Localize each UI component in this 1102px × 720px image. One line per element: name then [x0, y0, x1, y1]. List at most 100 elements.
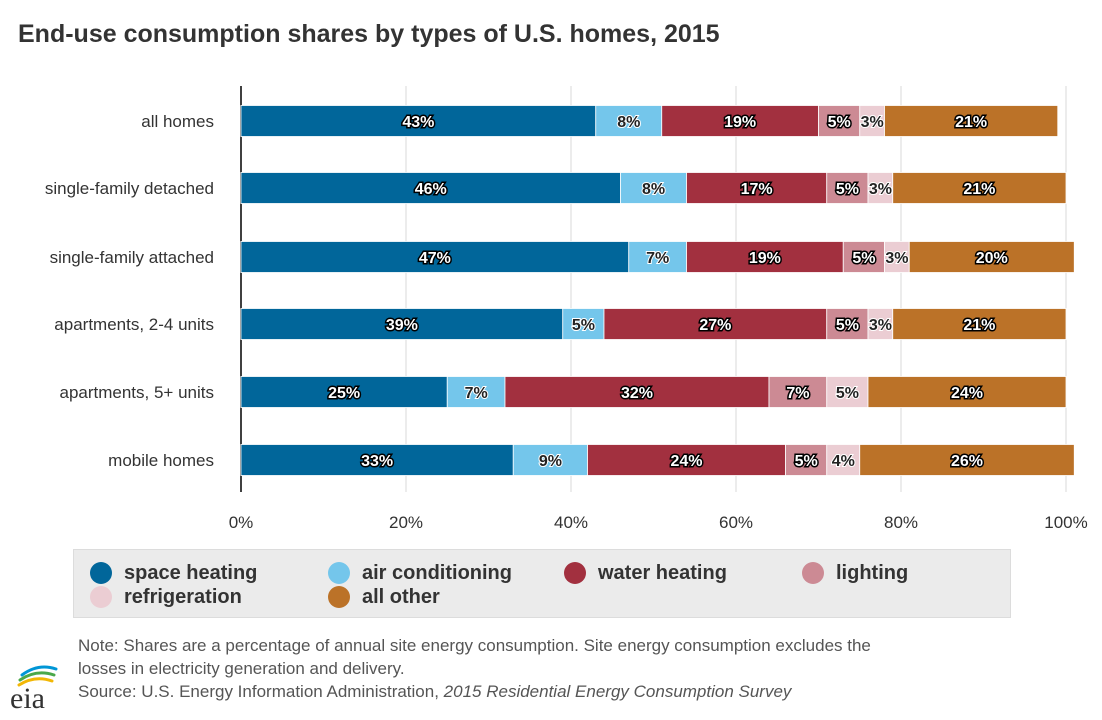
data-label: 5%	[836, 385, 859, 402]
category-label: single-family detached	[45, 179, 214, 198]
data-label: 5%	[795, 453, 818, 470]
data-label: 39%	[386, 317, 418, 334]
data-label: 24%	[951, 385, 983, 402]
legend-label: all other	[362, 585, 440, 608]
data-label: 20%	[976, 250, 1008, 267]
bar-segment	[867, 172, 894, 204]
data-label: 8%	[642, 181, 665, 198]
chart-plot: 0% 20% 40% 60% 80% 100% all homes 43% 8% 19% 5% 3% 2…	[45, 86, 1088, 532]
legend-swatch	[802, 562, 824, 584]
data-label: 17%	[741, 181, 773, 198]
category-label: mobile homes	[108, 451, 214, 470]
data-label: 19%	[749, 250, 781, 267]
legend-label: space heating	[124, 561, 258, 584]
source-line: Source: U.S. Energy Information Administ…	[78, 680, 1078, 703]
bar-segment	[620, 172, 687, 204]
data-label: 5%	[852, 250, 875, 267]
legend-label: refrigeration	[124, 585, 242, 608]
bar-segment	[240, 172, 621, 204]
data-label: 24%	[670, 453, 702, 470]
data-label: 3%	[885, 250, 908, 267]
bar-segment	[504, 376, 770, 408]
data-label: 5%	[572, 317, 595, 334]
data-label: 47%	[419, 250, 451, 267]
source-title: 2015 Residential Energy Consumption Surv…	[443, 682, 792, 701]
x-tick-label: 0%	[229, 513, 254, 532]
bar-segment	[240, 308, 564, 340]
data-label: 7%	[786, 385, 809, 402]
legend-item: refrigeration	[90, 586, 242, 608]
legend-item: water heating	[564, 562, 727, 584]
bar-segment	[686, 241, 844, 273]
data-label: 32%	[621, 385, 653, 402]
legend-item: space heating	[90, 562, 257, 584]
data-label: 3%	[869, 181, 892, 198]
bar-segment	[512, 444, 588, 476]
source-prefix: Source: U.S. Energy Information Administ…	[78, 682, 444, 701]
data-label: 5%	[836, 317, 859, 334]
bar-segment	[785, 444, 828, 476]
bar-segment	[867, 376, 1067, 408]
data-label: 9%	[539, 453, 562, 470]
data-label: 21%	[955, 114, 987, 131]
legend-item: all other	[328, 586, 440, 608]
data-label: 33%	[361, 453, 393, 470]
bar-segment	[603, 308, 828, 340]
bar-segment	[818, 105, 861, 137]
legend-swatch	[90, 562, 112, 584]
data-label: 26%	[951, 453, 983, 470]
bar-segment	[768, 376, 828, 408]
bar-segment	[446, 376, 506, 408]
bar-segment	[908, 241, 1075, 273]
chart-title: End-use consumption shares by types of U…	[18, 20, 720, 48]
bar-segment	[661, 105, 819, 137]
data-label: 3%	[869, 317, 892, 334]
chart-notes: Note: Shares are a percentage of annual …	[78, 634, 1078, 703]
bar-segment	[240, 444, 514, 476]
data-label: 8%	[617, 114, 640, 131]
legend-swatch	[328, 562, 350, 584]
legend-swatch	[90, 586, 112, 608]
bar-segment	[240, 376, 448, 408]
legend-item: lighting	[802, 562, 908, 584]
data-label: 5%	[828, 114, 851, 131]
bar-segment	[240, 241, 630, 273]
eia-logo: eia	[10, 665, 58, 712]
category-label: all homes	[141, 112, 214, 131]
x-tick-label: 80%	[884, 513, 918, 532]
bar-segment	[859, 444, 1075, 476]
legend-swatch	[564, 562, 586, 584]
data-label: 3%	[861, 114, 884, 131]
data-label: 7%	[646, 250, 669, 267]
legend-item: air conditioning	[328, 562, 512, 584]
data-label: 4%	[832, 453, 855, 470]
category-label: apartments, 2-4 units	[54, 315, 214, 334]
category-label: apartments, 5+ units	[59, 383, 214, 402]
bar-segment	[859, 105, 885, 137]
bar-segment	[884, 105, 1059, 137]
bar-segment	[867, 308, 894, 340]
note-line-1: Note: Shares are a percentage of annual …	[78, 636, 871, 655]
bar-segment	[587, 444, 786, 476]
data-label: 21%	[963, 317, 995, 334]
bar-segment	[595, 105, 663, 137]
data-label: 46%	[415, 181, 447, 198]
x-tick-label: 20%	[389, 513, 423, 532]
legend-label: lighting	[836, 561, 909, 584]
bar-segment	[892, 172, 1067, 204]
bar-segment	[826, 308, 869, 340]
legend-label: air conditioning	[362, 561, 512, 584]
bar-segment	[826, 172, 869, 204]
data-label: 43%	[402, 114, 434, 131]
x-tick-label: 60%	[719, 513, 753, 532]
data-label: 7%	[465, 385, 488, 402]
legend-swatch	[328, 586, 350, 608]
bar-segment	[892, 308, 1067, 340]
data-label: 25%	[328, 385, 360, 402]
bar-segment	[842, 241, 885, 273]
data-label: 21%	[963, 181, 995, 198]
data-label: 5%	[836, 181, 859, 198]
category-label: single-family attached	[50, 248, 214, 267]
chart-legend: space heating air conditioning water heati…	[73, 549, 1011, 618]
x-tick-label: 100%	[1044, 513, 1087, 532]
